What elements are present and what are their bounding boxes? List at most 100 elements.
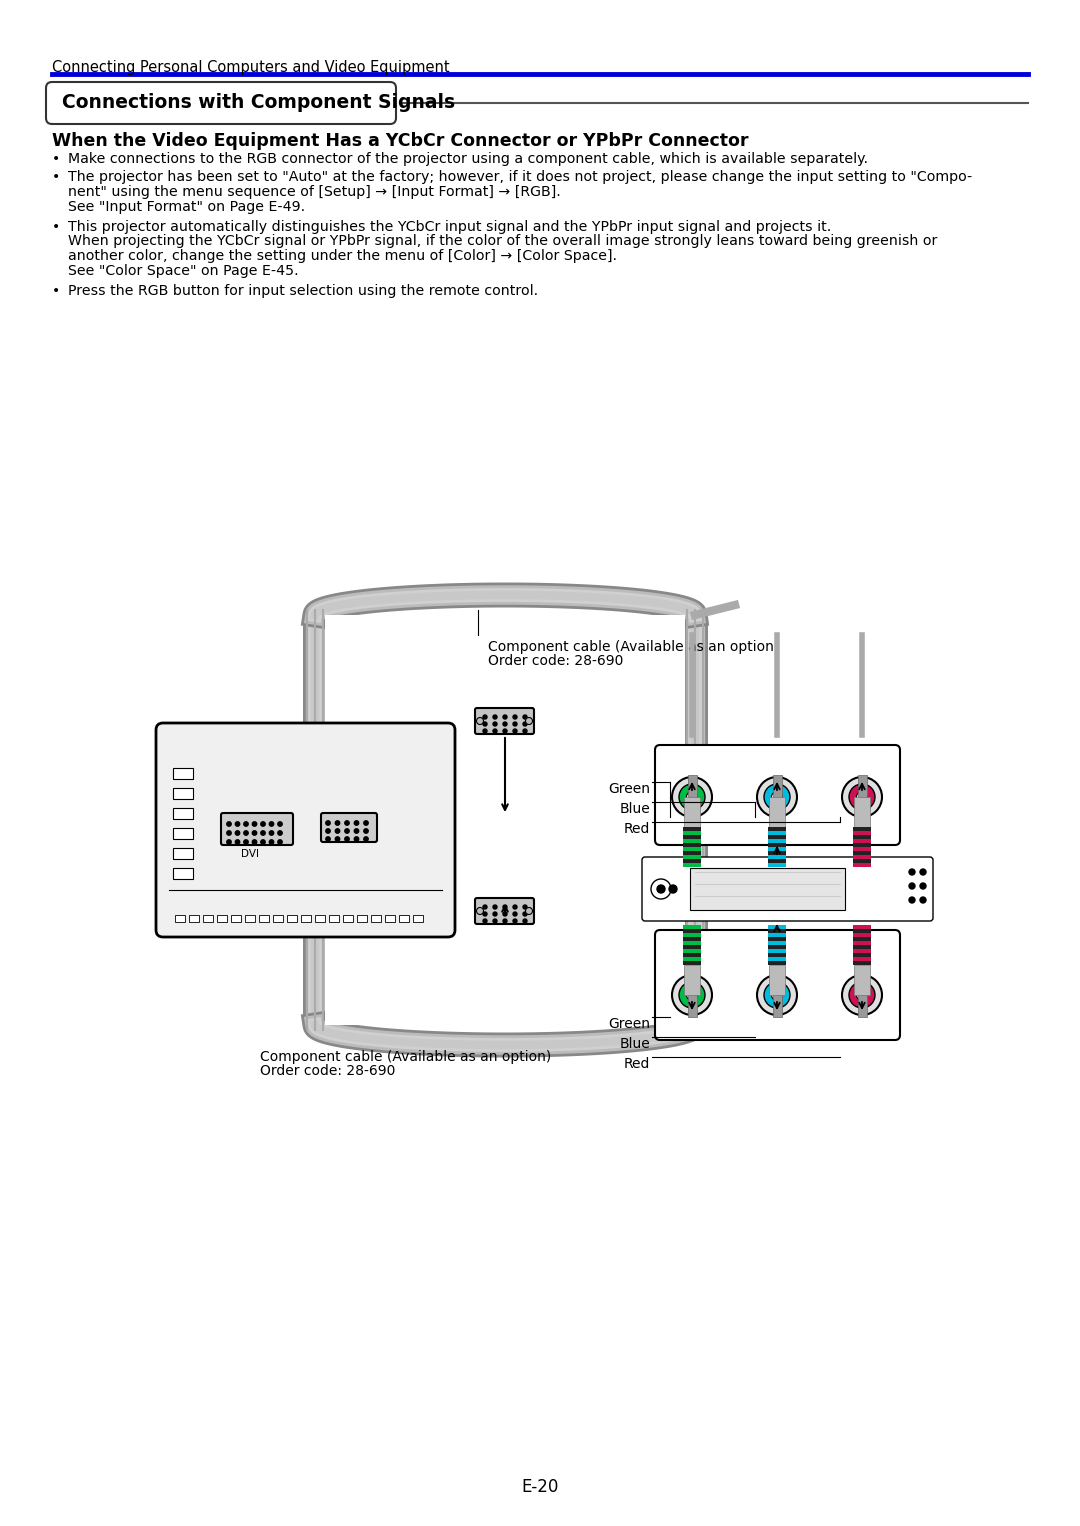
Text: Make connections to the RGB connector of the projector using a component cable, : Make connections to the RGB connector of… <box>68 153 868 166</box>
Circle shape <box>842 777 882 816</box>
Text: Blue: Blue <box>619 1038 650 1051</box>
Bar <box>683 859 701 864</box>
Bar <box>173 848 193 859</box>
Bar <box>768 925 786 929</box>
FancyBboxPatch shape <box>156 723 455 937</box>
Circle shape <box>335 821 340 826</box>
Bar <box>684 797 700 827</box>
Bar <box>690 868 845 909</box>
Circle shape <box>503 919 507 923</box>
Bar <box>683 937 701 942</box>
Circle shape <box>253 823 257 826</box>
Bar <box>683 835 701 839</box>
Bar <box>683 839 701 842</box>
Bar <box>853 954 870 957</box>
Bar <box>768 855 786 859</box>
Bar <box>768 852 786 855</box>
Bar <box>768 949 786 954</box>
Bar <box>683 832 701 835</box>
Circle shape <box>513 716 517 719</box>
Bar <box>854 964 870 995</box>
Text: •: • <box>52 171 60 185</box>
Bar <box>853 827 870 832</box>
Circle shape <box>278 839 282 844</box>
Bar <box>684 964 700 995</box>
FancyBboxPatch shape <box>654 929 900 1041</box>
Circle shape <box>849 983 875 1009</box>
Text: nent" using the menu sequence of [Setup] → [Input Format] → [RGB].: nent" using the menu sequence of [Setup]… <box>68 185 561 198</box>
Bar <box>769 797 785 827</box>
Circle shape <box>503 716 507 719</box>
Bar <box>768 842 786 847</box>
Circle shape <box>842 975 882 1015</box>
Circle shape <box>492 913 497 916</box>
Text: Y: Y <box>688 812 696 826</box>
Circle shape <box>483 729 487 732</box>
Bar <box>853 925 870 929</box>
Bar <box>173 768 193 778</box>
Circle shape <box>523 905 527 909</box>
Bar <box>683 847 701 852</box>
Circle shape <box>523 919 527 923</box>
FancyBboxPatch shape <box>475 708 534 734</box>
Text: See "Input Format" on Page E-49.: See "Input Format" on Page E-49. <box>68 200 306 214</box>
Circle shape <box>771 989 783 1001</box>
Circle shape <box>679 784 705 810</box>
Circle shape <box>764 784 789 810</box>
Circle shape <box>513 722 517 726</box>
Bar <box>853 945 870 949</box>
Text: Pb: Pb <box>769 969 785 983</box>
Circle shape <box>260 839 266 844</box>
Circle shape <box>920 884 926 890</box>
Circle shape <box>364 821 368 826</box>
Circle shape <box>364 836 368 841</box>
Text: DVI: DVI <box>241 848 259 859</box>
Bar <box>683 932 701 937</box>
Bar <box>203 916 213 922</box>
Circle shape <box>920 868 926 874</box>
Text: E-20: E-20 <box>522 1479 558 1495</box>
Text: Connecting Personal Computers and Video Equipment: Connecting Personal Computers and Video … <box>52 60 449 75</box>
Circle shape <box>523 722 527 726</box>
Bar <box>372 916 381 922</box>
Bar <box>853 929 870 932</box>
Circle shape <box>687 989 698 1001</box>
Bar <box>688 995 697 1016</box>
Bar <box>853 842 870 847</box>
Circle shape <box>269 830 273 835</box>
Bar <box>853 864 870 867</box>
Bar <box>343 916 353 922</box>
Circle shape <box>269 839 273 844</box>
Bar <box>858 995 866 1016</box>
Circle shape <box>856 792 867 803</box>
Circle shape <box>492 729 497 732</box>
Bar <box>853 835 870 839</box>
Bar <box>768 937 786 942</box>
FancyBboxPatch shape <box>321 813 377 842</box>
Bar <box>858 775 866 797</box>
Bar <box>853 852 870 855</box>
Circle shape <box>476 908 484 914</box>
Circle shape <box>483 913 487 916</box>
Circle shape <box>345 836 349 841</box>
Circle shape <box>492 905 497 909</box>
Bar <box>357 916 367 922</box>
Bar <box>329 916 339 922</box>
Text: Blue: Blue <box>619 803 650 816</box>
Circle shape <box>492 716 497 719</box>
FancyBboxPatch shape <box>654 745 900 845</box>
Text: Connections with Component Signals: Connections with Component Signals <box>62 93 455 111</box>
Circle shape <box>687 792 698 803</box>
Bar <box>853 949 870 954</box>
Circle shape <box>483 722 487 726</box>
Text: Y: Y <box>688 969 696 983</box>
Bar <box>173 807 193 819</box>
Circle shape <box>278 830 282 835</box>
Bar <box>325 615 685 1025</box>
Text: Order code: 28-690: Order code: 28-690 <box>488 655 623 668</box>
Circle shape <box>909 884 915 890</box>
Bar <box>217 916 227 922</box>
Bar <box>853 847 870 852</box>
Text: Green: Green <box>608 1016 650 1032</box>
Circle shape <box>260 823 266 826</box>
